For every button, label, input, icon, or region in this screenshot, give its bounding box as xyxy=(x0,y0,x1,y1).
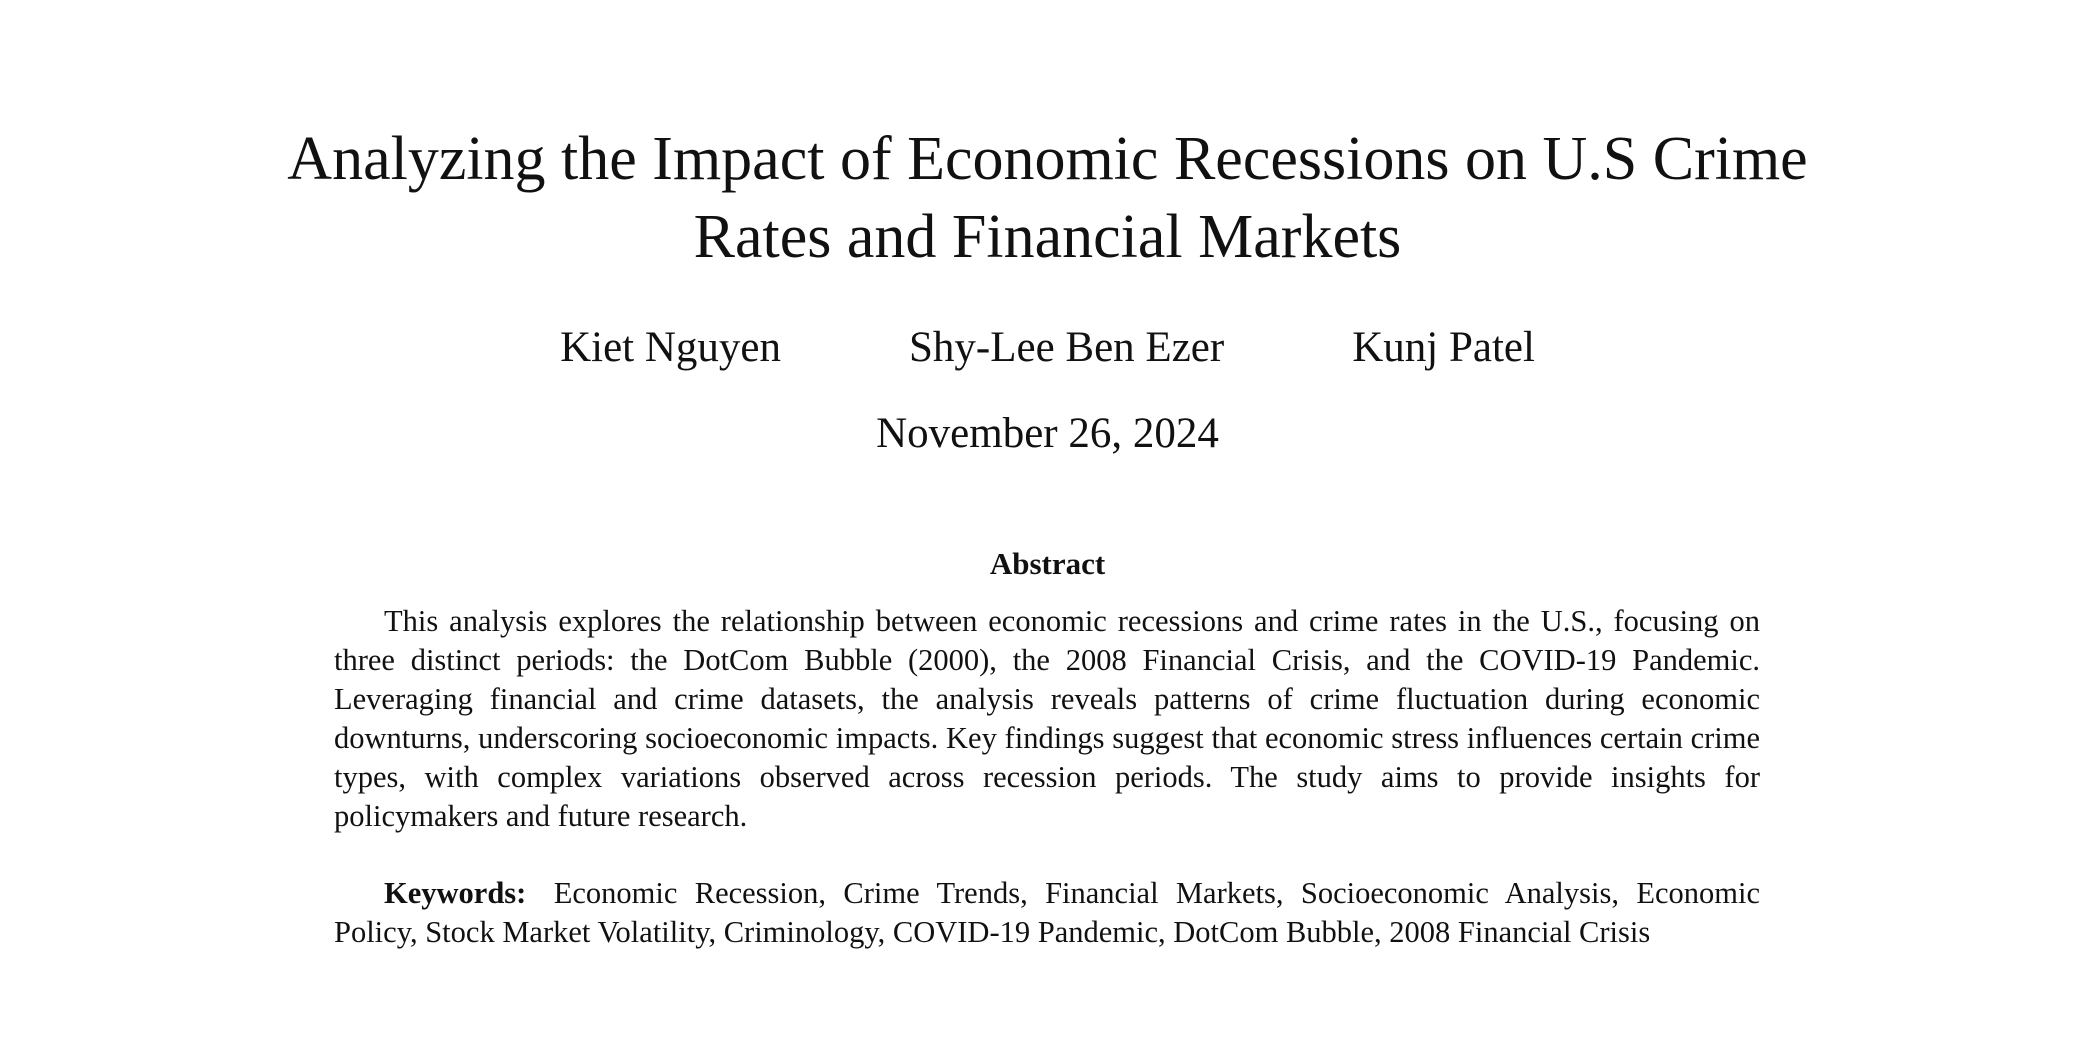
keywords-label: Keywords: xyxy=(384,876,527,910)
author-name: Kunj Patel xyxy=(1352,324,1535,371)
author-list: Kiet Nguyen Shy-Lee Ben Ezer Kunj Patel xyxy=(0,322,2095,374)
abstract-heading: Abstract xyxy=(989,546,1106,581)
keywords-paragraph: Keywords: Economic Recession, Crime Tren… xyxy=(334,874,1760,952)
paper-title-line-1: Analyzing the Impact of Economic Recessi… xyxy=(287,125,1808,193)
keywords-text: Economic Recession, Crime Trends, Financ… xyxy=(334,876,1760,949)
abstract-text: This analysis explores the relationship … xyxy=(334,604,1760,833)
paper-title: Analyzing the Impact of Economic Recessi… xyxy=(0,120,2095,276)
paper-title-line-2: Rates and Financial Markets xyxy=(693,203,1402,271)
author-name: Shy-Lee Ben Ezer xyxy=(908,324,1225,371)
publication-date: November 26, 2024 xyxy=(876,410,1219,457)
author-name: Kiet Nguyen xyxy=(560,324,781,371)
